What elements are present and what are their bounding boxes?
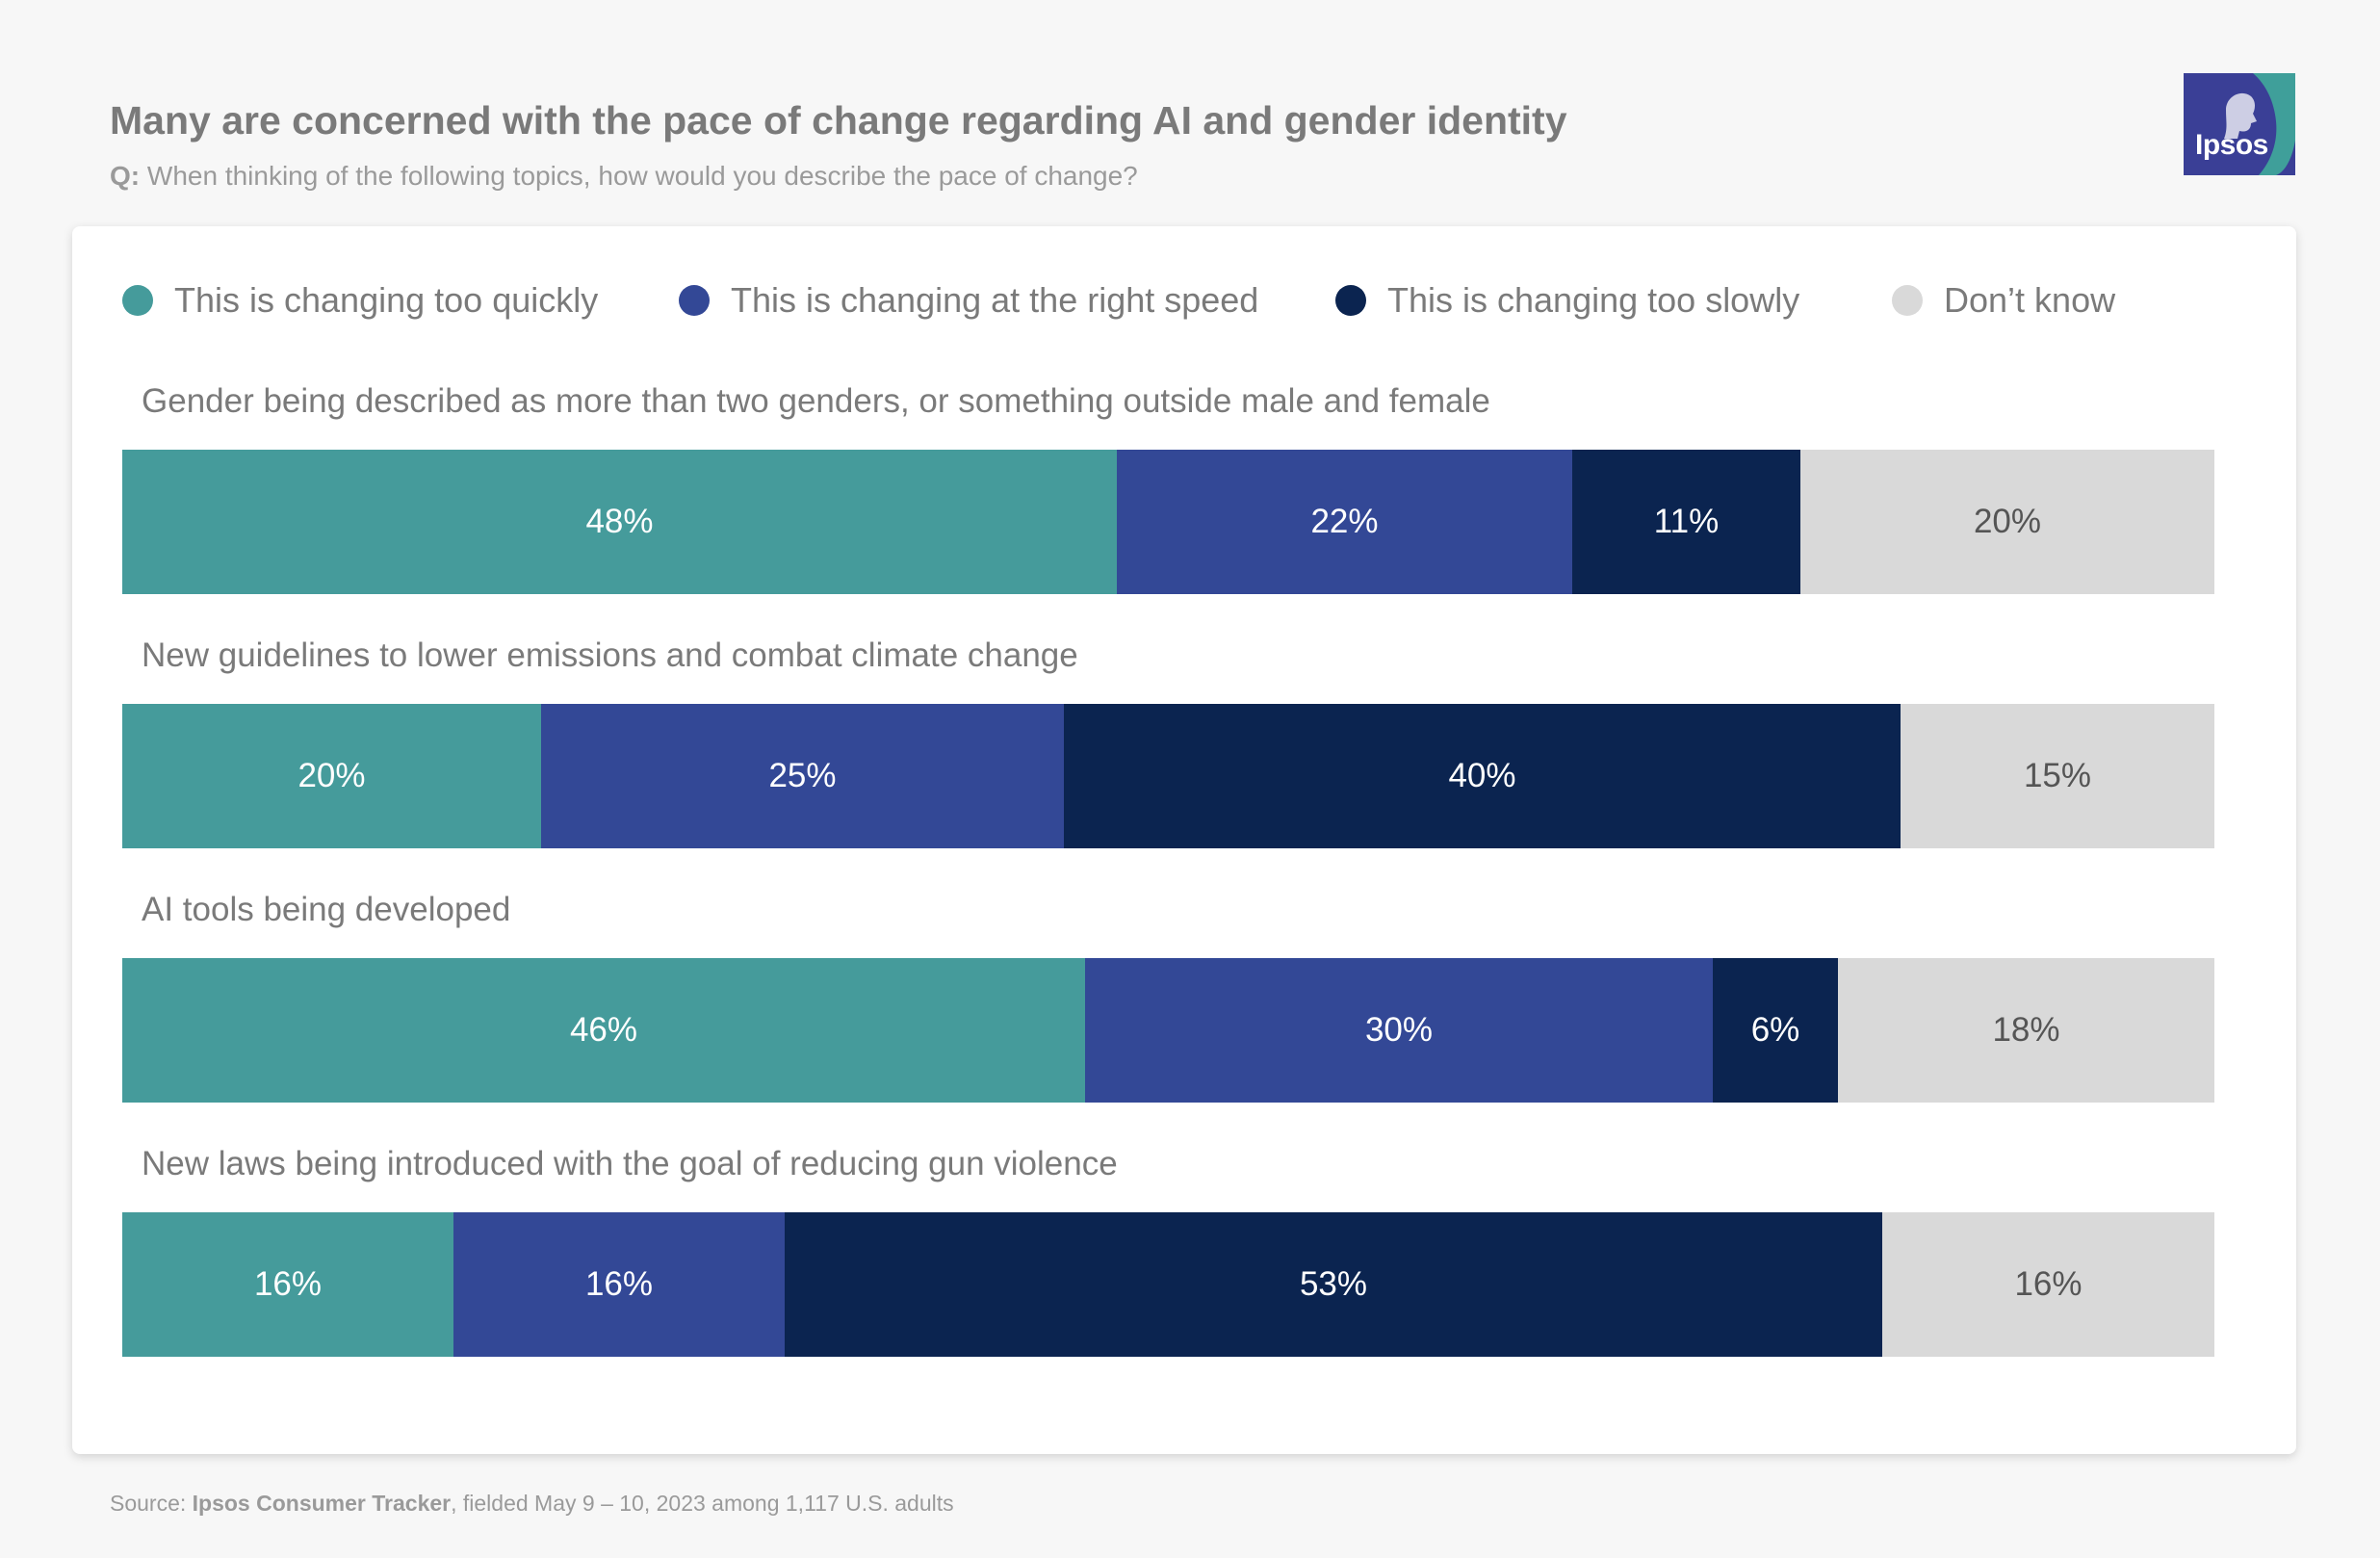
chart-legend: This is changing too quickly This is chan…: [122, 276, 2289, 325]
legend-swatch: [1335, 285, 1366, 316]
category-label: New laws being introduced with the goal …: [142, 1145, 1118, 1182]
bar-segment: 22%: [1117, 450, 1572, 594]
bar-segment: 16%: [122, 1212, 453, 1357]
bar-segment: 30%: [1085, 958, 1713, 1103]
bar-row: New laws being introduced with the goal …: [122, 1145, 2214, 1370]
bar-segment: 20%: [122, 704, 541, 848]
bar-segment: 25%: [541, 704, 1064, 848]
data-label: 48%: [585, 503, 654, 540]
bar-segment: 18%: [1838, 958, 2214, 1103]
bar-row: Gender being described as more than two …: [122, 382, 2214, 608]
data-label: 16%: [253, 1265, 323, 1303]
legend-swatch: [679, 285, 710, 316]
bar-segment: 11%: [1572, 450, 1800, 594]
legend-label: This is changing at the right speed: [731, 280, 1259, 320]
legend-label: Don’t know: [1944, 280, 2116, 320]
bar-segment: 20%: [1800, 450, 2214, 594]
legend-item-3: This is changing too slowly: [1335, 276, 1799, 325]
bar-segment: 46%: [122, 958, 1085, 1103]
data-label: 22%: [1310, 503, 1379, 540]
legend-item-4: Don’t know: [1892, 276, 2115, 325]
source-name: Ipsos Consumer Tracker: [192, 1491, 452, 1516]
bar-segment: 53%: [785, 1212, 1882, 1357]
data-label: 18%: [1992, 1011, 2060, 1049]
question-prefix: Q:: [110, 161, 141, 191]
chart-question: Q: When thinking of the following topics…: [110, 161, 1138, 192]
question-text: When thinking of the following topics, h…: [140, 161, 1138, 191]
category-label: AI tools being developed: [142, 891, 511, 928]
legend-item-2: This is changing at the right speed: [679, 276, 1258, 325]
data-label: 20%: [1973, 503, 2042, 540]
data-label: 16%: [584, 1265, 654, 1303]
data-label: 16%: [2014, 1265, 2082, 1303]
chart-title: Many are concerned with the pace of chan…: [110, 98, 1567, 143]
legend-swatch: [1892, 285, 1923, 316]
data-label: 20%: [298, 757, 366, 794]
legend-label: This is changing too slowly: [1387, 280, 1800, 320]
bar-segment: 16%: [1882, 1212, 2214, 1357]
category-label: Gender being described as more than two …: [142, 382, 1490, 420]
legend-label: This is changing too quickly: [174, 280, 599, 320]
stacked-bar: 20% 25% 40% 15%: [122, 704, 2214, 848]
logo-text: Ipsos: [2195, 129, 2268, 161]
category-label: New guidelines to lower emissions and co…: [142, 636, 1078, 674]
data-label: 6%: [1750, 1011, 1800, 1049]
data-label: 30%: [1364, 1011, 1434, 1049]
bar-segment: 40%: [1064, 704, 1901, 848]
bar-segment: 15%: [1901, 704, 2214, 848]
data-label: 46%: [569, 1011, 638, 1049]
data-label: 40%: [1448, 757, 1516, 794]
legend-swatch: [122, 285, 153, 316]
data-label: 25%: [768, 757, 837, 794]
legend-item-1: This is changing too quickly: [122, 276, 598, 325]
bar-row: New guidelines to lower emissions and co…: [122, 636, 2214, 862]
stacked-bar: 46% 30% 6% 18%: [122, 958, 2214, 1103]
bar-segment: 6%: [1713, 958, 1838, 1103]
bar-row: AI tools being developed 46% 30% 6% 18%: [122, 891, 2214, 1116]
data-label: 15%: [2023, 757, 2092, 794]
stacked-bar: 48% 22% 11% 20%: [122, 450, 2214, 594]
data-label: 53%: [1299, 1265, 1368, 1303]
source-note: Source: Ipsos Consumer Tracker, fielded …: [110, 1491, 954, 1517]
data-label: 11%: [1653, 503, 1720, 540]
ipsos-logo-icon: [2184, 73, 2295, 175]
bar-segment: 48%: [122, 450, 1117, 594]
ipsos-logo: Ipsos: [2184, 73, 2295, 175]
bar-segment: 16%: [453, 1212, 785, 1357]
chart-card: This is changing too quickly This is chan…: [72, 226, 2296, 1454]
stacked-bar: 16% 16% 53% 16%: [122, 1212, 2214, 1357]
source-prefix: Source:: [110, 1491, 193, 1516]
source-details: , fielded May 9 – 10, 2023 among 1,117 U…: [451, 1491, 954, 1516]
